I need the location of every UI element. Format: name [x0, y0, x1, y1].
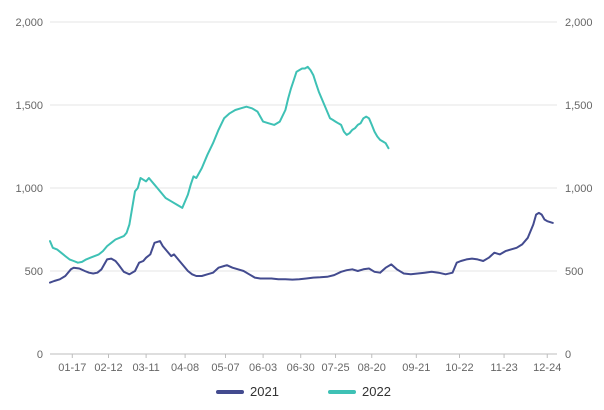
grid-lines — [50, 21, 557, 272]
y-tick-label-right: 1,000 — [565, 183, 593, 195]
legend-label-2021: 2021 — [250, 384, 279, 399]
legend: 2021 2022 — [216, 384, 391, 399]
x-tick-label: 02-12 — [94, 362, 122, 374]
x-tick-label: 11-23 — [490, 362, 517, 374]
x-tick-label: 04-08 — [171, 362, 199, 374]
series-line-2021 — [49, 211, 554, 284]
y-tick-label-left: 1,000 — [15, 183, 43, 195]
y-axis-left: 0 500 1,000 1,500 2,000 — [15, 17, 43, 361]
series-line-2022 — [49, 65, 390, 264]
y-tick-label-left: 0 — [37, 349, 43, 361]
y-axis-right: 0 500 1,000 1,500 2,000 — [565, 17, 593, 361]
x-tick-label: 10-22 — [445, 362, 473, 374]
series-lines — [49, 65, 554, 284]
x-tick-label: 03-11 — [132, 362, 159, 374]
x-axis: 01-17 02-12 03-11 04-08 05-07 06-03 06-30 07-25… — [50, 353, 561, 374]
x-tick-label: 07-25 — [321, 362, 349, 374]
legend-label-2022: 2022 — [362, 384, 391, 399]
x-tick-label: 09-21 — [402, 362, 430, 374]
x-tick-label: 06-03 — [249, 362, 277, 374]
y-tick-label-left: 500 — [25, 266, 43, 278]
x-tick-label: 01-17 — [58, 362, 86, 374]
y-tick-label-right: 500 — [565, 266, 583, 278]
x-tick-label: 06-30 — [287, 362, 315, 374]
y-tick-label-right: 2,000 — [565, 17, 593, 29]
x-tick-label: 12-24 — [533, 362, 561, 374]
y-tick-label-right: 0 — [565, 349, 571, 361]
y-tick-label-left: 2,000 — [15, 17, 43, 29]
y-tick-label-left: 1,500 — [15, 100, 43, 112]
x-tick-label: 08-20 — [358, 362, 386, 374]
y-tick-label-right: 1,500 — [565, 100, 593, 112]
x-tick-label: 05-07 — [211, 362, 239, 374]
